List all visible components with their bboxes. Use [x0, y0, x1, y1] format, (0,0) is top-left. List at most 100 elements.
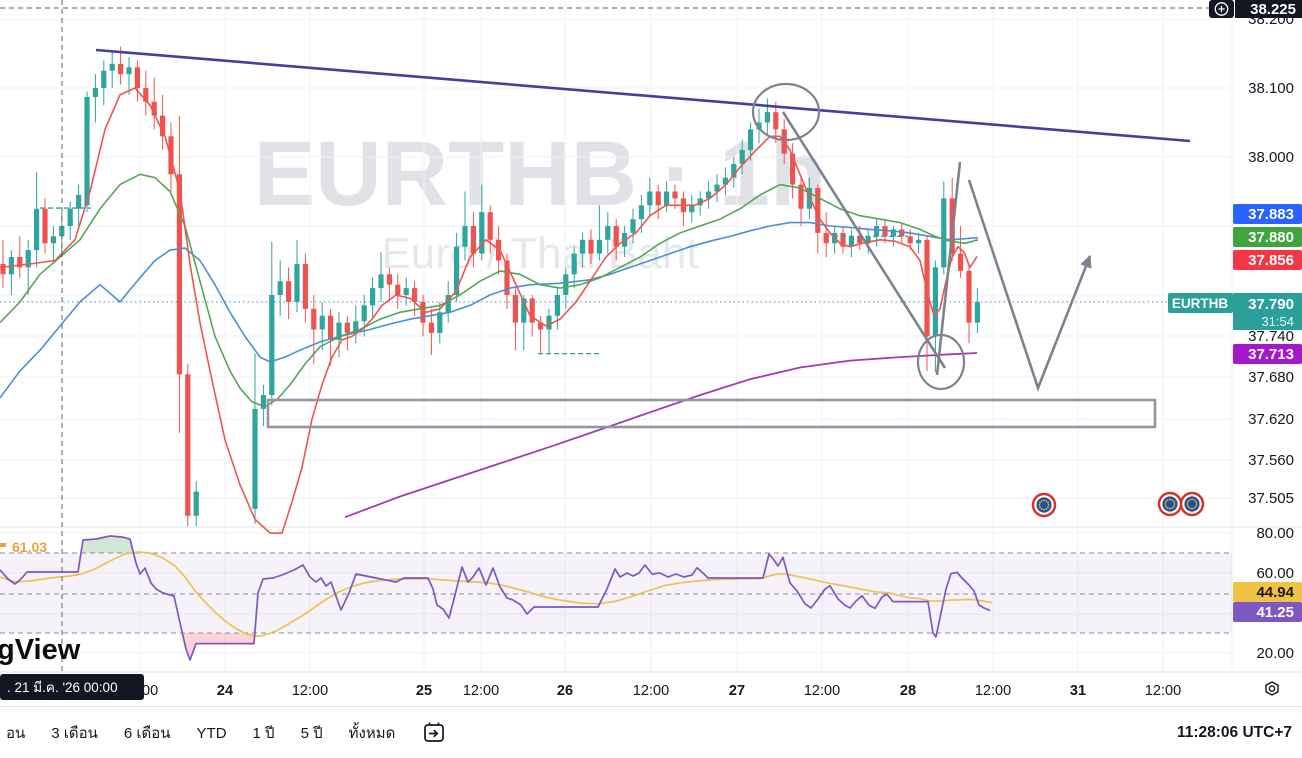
axis-label: 37.560	[1248, 452, 1294, 469]
candle	[92, 88, 98, 97]
time-axis-settings-icon[interactable]	[1265, 681, 1279, 696]
descending-trendline[interactable]	[95, 48, 1191, 143]
crosshair-price-label: 38.225	[1235, 0, 1302, 18]
rsi-line	[0, 535, 991, 661]
candle	[185, 374, 191, 516]
candle	[428, 322, 434, 333]
candle	[176, 174, 182, 375]
range-button-5[interactable]: 5 ปี	[300, 725, 323, 742]
range-button-3[interactable]: YTD	[196, 724, 227, 742]
candle	[160, 115, 166, 137]
projection-zigzag-line[interactable]	[781, 111, 947, 369]
time-tick-label[interactable]: 25	[416, 683, 432, 699]
eu-flag-event-icon[interactable]	[1179, 491, 1205, 517]
ma-value-badge	[1233, 227, 1302, 247]
economic-event-flags[interactable]	[1031, 491, 1205, 518]
candle	[34, 208, 40, 251]
range-button-2[interactable]: 6 เดือน	[123, 725, 171, 742]
clock-utc-offset[interactable]: 11:28:06 UTC+7	[1176, 724, 1292, 741]
user-drawings[interactable]	[95, 48, 1191, 429]
ma-value-badge	[1233, 250, 1302, 270]
time-tick-label[interactable]: 24	[217, 683, 233, 699]
bottom-toolbar: อน 3 เดือน 6 เดือน YTD 1 ปี 5 ปี ทั้งหมด 11:28…	[0, 706, 1302, 758]
rsi-indicator	[0, 535, 993, 661]
time-tick-label[interactable]: 28	[900, 683, 916, 699]
time-tick-label[interactable]: 12:00	[633, 683, 669, 699]
candle	[42, 208, 48, 244]
candle	[605, 226, 611, 240]
axis-label: 37.505	[1248, 490, 1294, 507]
range-button-6[interactable]: ทั้งหมด	[348, 725, 396, 742]
eu-flag-event-icon[interactable]	[1031, 492, 1057, 518]
add-alert-button[interactable]	[1209, 0, 1234, 18]
axis-label: 38.100	[1248, 80, 1294, 97]
candle	[302, 263, 308, 309]
svg-text:61.03: 61.03	[12, 539, 47, 555]
candle	[865, 236, 871, 244]
candle	[84, 96, 90, 206]
range-button-1[interactable]: 3 เดือน	[51, 725, 98, 742]
candle	[487, 212, 493, 240]
candle	[101, 70, 107, 88]
time-tick-label[interactable]: 12:00	[1145, 683, 1181, 699]
candle	[353, 321, 359, 333]
svg-text:. 21 มี.ค. '26 00:00: . 21 มี.ค. '26 00:00	[7, 680, 118, 695]
support-zone-rectangle[interactable]	[266, 398, 1157, 429]
candle	[420, 301, 426, 323]
candle	[403, 288, 409, 295]
range-button-0[interactable]: อน	[6, 725, 26, 742]
highlight-ellipse[interactable]	[751, 82, 821, 142]
price-axis[interactable]: 38.20038.10038.00037.74037.68037.62037.5…	[1233, 11, 1302, 662]
candle	[412, 288, 418, 302]
moving-average-lines	[0, 87, 979, 534]
projection-zigzag-line[interactable]	[935, 161, 962, 376]
eu-flag-event-icon[interactable]	[1157, 491, 1183, 517]
goto-date-button[interactable]	[421, 720, 447, 746]
candle	[916, 239, 922, 244]
ma-value-badge	[1233, 582, 1302, 602]
ma-value-badge	[1233, 204, 1302, 224]
projection-zigzag-line[interactable]	[967, 179, 1092, 392]
candle	[50, 236, 56, 244]
candle	[907, 236, 913, 244]
candle	[748, 129, 754, 151]
candle	[277, 281, 283, 295]
time-axis[interactable]: 12:00 24 12:00 25 12:00 26 12:00 27 12:00 28 12:00…	[122, 683, 1181, 699]
candle	[722, 177, 728, 185]
candle	[655, 191, 661, 206]
chart-canvas[interactable]: EURTHB · 1h Euro / Thai Baht 61.03 gView…	[0, 0, 1302, 706]
candle	[697, 198, 703, 206]
calendar-goto-icon	[424, 722, 445, 742]
time-tick-label[interactable]: 27	[729, 683, 745, 699]
tradingview-logo[interactable]: gView	[0, 634, 81, 666]
candle	[840, 232, 846, 247]
candle	[386, 274, 392, 285]
candle	[378, 274, 384, 289]
candle	[554, 295, 560, 316]
candle	[437, 312, 443, 333]
svg-text:41.25: 41.25	[1256, 604, 1294, 621]
ma-value-badge	[1233, 602, 1302, 622]
time-tick-label[interactable]: 12:00	[463, 683, 499, 699]
time-tick-label[interactable]: 12:00	[975, 683, 1011, 699]
candle	[731, 163, 737, 178]
candle	[193, 491, 199, 516]
candle	[143, 88, 149, 102]
last-price-badge: EURTHB 37.790 31:54	[1168, 293, 1302, 330]
time-tick-label[interactable]: 31	[1070, 683, 1086, 699]
crosshair-time-label: . 21 มี.ค. '26 00:00	[0, 674, 144, 700]
time-tick-label[interactable]: 12:00	[804, 683, 840, 699]
range-button-4[interactable]: 1 ปี	[252, 725, 275, 742]
candle	[168, 136, 174, 175]
candle	[790, 153, 796, 185]
candle	[596, 239, 602, 254]
axis-label: 37.740	[1248, 328, 1294, 345]
candle	[546, 315, 552, 330]
candle	[571, 253, 577, 275]
candlestick-series	[0, 46, 980, 527]
time-tick-label[interactable]: 12:00	[292, 683, 328, 699]
price-level-dashes	[40, 207, 908, 355]
time-tick-label[interactable]: 26	[557, 683, 573, 699]
candle	[269, 295, 275, 396]
axis-label: 38.000	[1248, 149, 1294, 166]
